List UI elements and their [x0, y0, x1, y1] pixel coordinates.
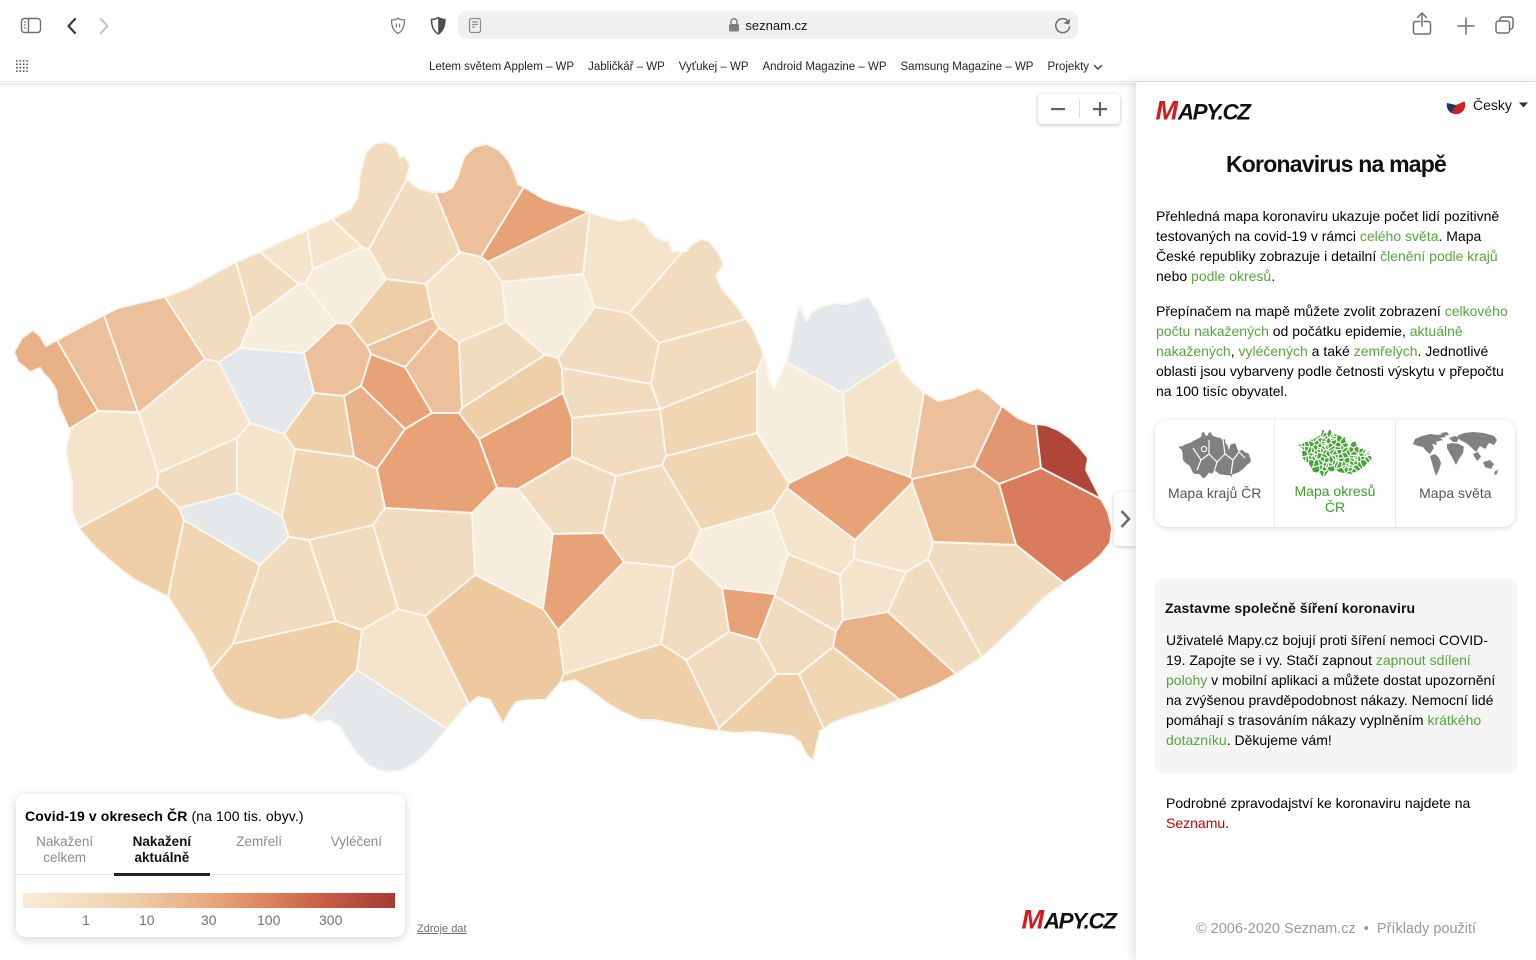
- svg-text:M: M: [1155, 96, 1178, 124]
- svg-text:APY.CZ: APY.CZ: [1043, 908, 1118, 933]
- svg-text:M: M: [1021, 905, 1044, 933]
- svg-text:APY.CZ: APY.CZ: [1177, 99, 1252, 124]
